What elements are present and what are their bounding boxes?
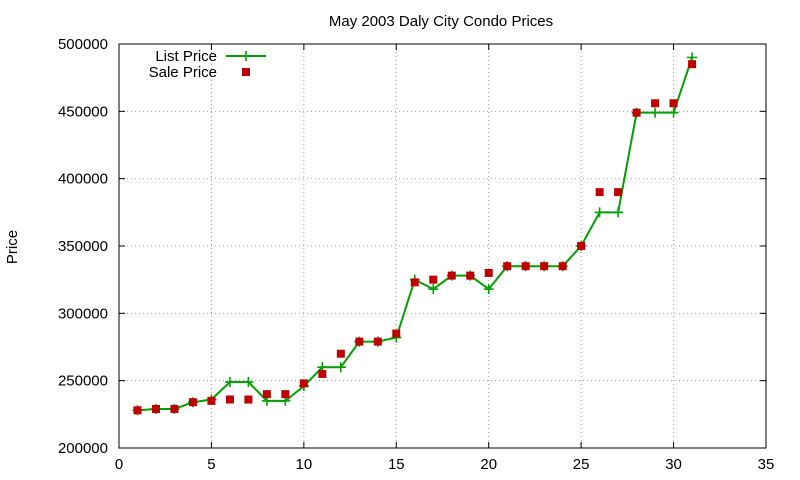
list-price-point [594, 207, 605, 218]
sale-price-point [336, 349, 345, 358]
sale-price-point [577, 242, 586, 250]
sale-price-point [225, 395, 234, 404]
x-tick-label: 15 [388, 456, 405, 473]
list-price-point [224, 377, 235, 388]
sale-price-point [281, 390, 290, 399]
list-price-point [613, 207, 624, 218]
y-tick-label: 200000 [58, 440, 108, 457]
y-tick-label: 400000 [58, 171, 108, 188]
legend-square-marker [242, 68, 250, 76]
sale-price-point [133, 406, 142, 415]
x-tick-label: 20 [480, 456, 497, 473]
sale-price-point [466, 271, 475, 280]
legend-plus-marker [241, 51, 251, 61]
grid [119, 44, 766, 448]
y-axis-label: Price [4, 230, 21, 264]
x-tick-label: 10 [296, 456, 313, 473]
sale-price-point [669, 99, 678, 108]
list-price-point [335, 362, 346, 373]
sale-price-point [410, 278, 419, 287]
sale-price-point [447, 271, 456, 280]
sale-price-point [188, 398, 197, 407]
axes: 0 5 10 15 20 25 30 35 200000 250000 300000 350000 40… [58, 36, 774, 473]
plot-frame [118, 43, 767, 449]
x-tick-label: 0 [115, 456, 123, 473]
sale-price-point [521, 262, 530, 271]
series-list-price [132, 52, 698, 416]
sale-price-point [170, 404, 179, 413]
sale-price-point [558, 262, 567, 271]
series-layer [132, 52, 698, 416]
sale-price-point [262, 390, 271, 399]
x-tick-label: 35 [758, 456, 775, 473]
x-tick-label: 25 [573, 456, 590, 473]
sale-price-point [651, 99, 660, 108]
sale-price-point [484, 268, 493, 277]
y-tick-label: 450000 [58, 103, 108, 120]
sale-price-point [373, 337, 382, 346]
sale-price-point [614, 188, 623, 197]
x-tick-label: 30 [665, 456, 682, 473]
list-price-line [137, 57, 694, 412]
sale-price-point [355, 337, 364, 346]
list-price-point [650, 107, 661, 118]
sale-price-point [318, 369, 327, 378]
sale-price-point [244, 395, 253, 404]
list-price-point [483, 284, 494, 295]
series-sale-price [133, 60, 697, 415]
x-tick-label: 5 [207, 456, 215, 473]
sale-price-point [595, 188, 604, 197]
list-price-point [428, 284, 439, 295]
sale-price-point [299, 379, 308, 388]
sale-price-point [392, 329, 401, 338]
legend-label: Sale Price [149, 64, 217, 81]
sale-price-point [151, 404, 160, 413]
list-price-point [668, 107, 679, 118]
legend-label: List Price [155, 48, 217, 65]
sale-price-point [429, 275, 438, 284]
sale-price-point [503, 262, 512, 271]
y-tick-label: 300000 [58, 305, 108, 322]
list-price-point [243, 377, 254, 388]
sale-price-point [207, 396, 216, 405]
chart-title: May 2003 Daly City Condo Prices [329, 13, 553, 30]
y-tick-label: 500000 [58, 36, 108, 53]
sale-price-point [632, 108, 641, 117]
y-tick-label: 350000 [58, 238, 108, 255]
y-tick-label: 250000 [58, 373, 108, 390]
sale-price-point [540, 262, 549, 271]
sale-price-point [688, 60, 697, 69]
